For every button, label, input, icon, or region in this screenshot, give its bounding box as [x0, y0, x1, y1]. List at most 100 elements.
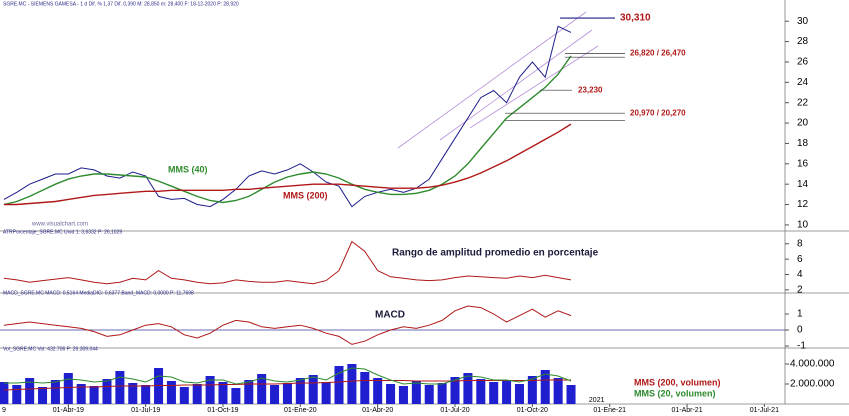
y-tick-label: 22 — [797, 97, 809, 108]
legend-entry: MMS (20, volumen) — [634, 388, 716, 398]
y-tick-label: 4 — [797, 269, 803, 280]
y-tick-label: 8 — [797, 238, 803, 249]
volume-bar — [166, 381, 176, 404]
volume-bar — [566, 385, 576, 404]
x-tick-label: 2021 — [589, 397, 605, 404]
volume-bar — [244, 380, 254, 404]
legend-entry: MMS (200, volumen) — [634, 377, 721, 387]
y-tick-label: 2.000.000 — [790, 379, 835, 390]
volume-bar — [540, 370, 550, 404]
x-tick-label: 01-Abr-20 — [362, 407, 393, 414]
volume-bar — [502, 380, 512, 404]
y-tick-label: 10 — [797, 220, 809, 231]
volume-bar — [424, 385, 434, 404]
x-tick-label: 01-Jul-21 — [750, 407, 779, 414]
y-tick-label: 20 — [797, 118, 809, 129]
volume-bar — [295, 378, 305, 404]
volume-bar — [527, 376, 537, 404]
volume-bar — [128, 383, 138, 404]
volume-bar — [514, 384, 524, 404]
volume-bar — [76, 384, 86, 404]
y-tick-label: 2 — [797, 284, 803, 295]
series-label: MMS (200) — [283, 190, 328, 200]
volume-bar — [437, 383, 447, 404]
watermark: www.visualchart.com — [31, 222, 88, 228]
volume-bar — [257, 374, 267, 404]
y-tick-label: 26 — [797, 57, 809, 68]
series-label: MMS (40) — [168, 164, 208, 174]
panel-header: Vol_SGRE.MC Vol: 432.706 P: 26.309.044 — [3, 346, 98, 352]
volume-bar — [179, 387, 189, 404]
level-label: 30,310 — [620, 13, 651, 24]
price-line — [3, 240, 572, 285]
volume-bar — [102, 379, 112, 404]
volume-bar — [282, 383, 292, 404]
y-tick-label: 0 — [797, 325, 803, 336]
level-label: 20,970 / 20,270 — [630, 108, 686, 117]
channel-upper — [397, 11, 587, 149]
price-line — [3, 305, 572, 345]
y-tick-label: 12 — [797, 199, 809, 210]
level-label: 26,820 / 26,470 — [630, 49, 686, 58]
volume-bar — [553, 378, 563, 404]
volume-bar — [270, 385, 280, 404]
moving-average-line — [3, 379, 571, 391]
level-label: 23,230 — [578, 85, 603, 94]
volume-bar — [50, 380, 60, 404]
volume-bar — [373, 378, 383, 404]
y-tick-label: 30 — [797, 16, 809, 27]
x-tick-label: 9 — [2, 407, 6, 414]
x-tick-label: 01-Oct-20 — [517, 407, 548, 414]
volume-bar — [205, 376, 215, 404]
volume-bar — [89, 386, 99, 404]
volume-bar — [334, 366, 344, 404]
y-tick-label: 16 — [797, 158, 809, 169]
y-tick-label: 24 — [797, 77, 809, 88]
volume-bar — [308, 375, 318, 404]
volume-bar — [476, 379, 486, 404]
panel-header: SGRE.MC - SIEMENS GAMESA - 1 d Dif. % 1,… — [3, 1, 239, 7]
channel-lower — [469, 45, 599, 129]
volume-bar — [218, 382, 228, 404]
volume-bar — [141, 385, 151, 404]
volume-bar — [360, 372, 370, 404]
panel-frame — [0, 0, 849, 405]
volume-bar — [463, 373, 473, 404]
moving-average-line — [3, 367, 572, 385]
panel-header: ATRPorcentaje_SGRE.MC Unid 1: 3,6332 P: … — [3, 229, 122, 235]
moving-average-line — [3, 123, 572, 206]
x-tick-label: 01-Abr-19 — [53, 407, 84, 414]
panel-header: MACD_SGRE.MC MACD: 0,5164 MediaDIG: 0,63… — [3, 290, 194, 296]
x-tick-label: 01-Ene-20 — [284, 407, 317, 414]
x-tick-label: 01-Abr-21 — [671, 407, 702, 414]
volume-bar — [25, 378, 35, 404]
y-tick-label: 18 — [797, 138, 809, 149]
panel-title: MACD — [375, 310, 405, 321]
volume-bar — [386, 384, 396, 404]
y-tick-label: 1 — [797, 309, 803, 320]
volume-bar — [0, 382, 9, 404]
volume-bar — [411, 381, 421, 404]
y-tick-label: 6 — [797, 254, 803, 265]
volume-bar — [115, 371, 125, 404]
volume-bar — [231, 388, 241, 404]
y-tick-label: 4.000.000 — [790, 359, 835, 370]
volume-bar — [450, 377, 460, 404]
y-tick-label: -1 — [797, 341, 806, 352]
volume-bar — [63, 373, 73, 404]
price-line — [3, 25, 572, 208]
y-tick-label: 28 — [797, 36, 809, 47]
volume-bar — [12, 385, 22, 404]
x-tick-label: 01-Jul-20 — [440, 407, 469, 414]
volume-bar — [192, 384, 202, 404]
y-tick-label: 14 — [797, 179, 809, 190]
moving-average-line — [3, 55, 572, 206]
volume-bar — [38, 387, 48, 404]
x-tick-label: 01-Jul-19 — [131, 407, 160, 414]
volume-bar — [321, 382, 331, 404]
volume-bar — [347, 364, 357, 404]
x-tick-label: 01-Ene-21 — [593, 407, 626, 414]
volume-bar — [489, 382, 499, 404]
